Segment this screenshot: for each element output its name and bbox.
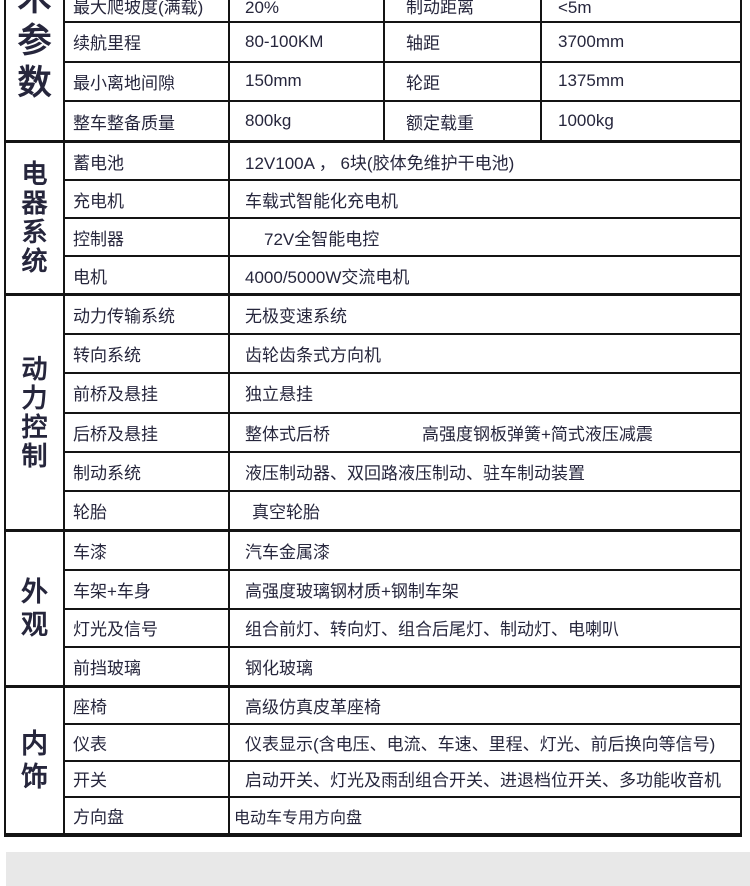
section-rows: 动力传输系统 无极变速系统 转向系统 齿轮齿条式方向机 前桥及悬挂 独立悬挂 后… xyxy=(65,296,740,530)
param-value: 组合前灯、转向灯、组合后尾灯、制动灯、电喇叭 xyxy=(245,620,619,640)
param-name: 整车整备质量 xyxy=(65,102,230,140)
param-name: 灯光及信号 xyxy=(65,609,230,647)
table-row: 车架+车身 高强度玻璃钢材质+钢制车架 xyxy=(65,568,740,608)
category-cell-electrical-system: 电器系统 xyxy=(6,143,65,293)
section-tech-params: 技术参数 最大爬坡度(满载) 20% 制动距离 <5m 续航里程 80-100K… xyxy=(6,0,740,140)
table-row: 前挡玻璃 钢化玻璃 xyxy=(65,646,740,685)
param-name: 车架+车身 xyxy=(65,570,230,608)
table-row: 轮胎 真空轮胎 xyxy=(65,489,740,530)
category-label: 动力控制 xyxy=(21,353,48,471)
param-value: <5m xyxy=(558,0,592,17)
param-value: 车载式智能化充电机 xyxy=(245,191,398,211)
param-name: 控制器 xyxy=(65,219,230,255)
param-value: 仪表显示(含电压、电流、车速、里程、灯光、前后换向等信号) xyxy=(245,734,716,754)
param-name: 制动距离 xyxy=(385,0,542,21)
param-name: 蓄电池 xyxy=(65,143,230,179)
table-row: 电机 4000/5000W交流电机 xyxy=(65,255,740,293)
param-value: 800kg xyxy=(230,102,385,140)
param-value: 3700mm xyxy=(558,31,625,51)
param-value-part2: 高强度钢板弹簧+简式液压减震 xyxy=(422,424,653,444)
param-value: 150mm xyxy=(230,62,385,101)
spec-table: 技术参数 最大爬坡度(满载) 20% 制动距离 <5m 续航里程 80-100K… xyxy=(4,0,742,837)
param-value: 无极变速系统 xyxy=(245,307,347,327)
param-name: 轮距 xyxy=(385,62,542,101)
param-name: 充电机 xyxy=(65,181,230,217)
category-cell-exterior: 外观 xyxy=(6,532,65,685)
param-value: 汽车金属漆 xyxy=(245,542,330,562)
param-name: 续航里程 xyxy=(65,22,230,61)
table-row: 最大爬坡度(满载) 20% 制动距离 <5m xyxy=(65,0,740,21)
section-rows: 车漆 汽车金属漆 车架+车身 高强度玻璃钢材质+钢制车架 灯光及信号 组合前灯、… xyxy=(65,532,740,685)
param-name: 制动系统 xyxy=(65,452,230,490)
param-name: 最大爬坡度(满载) xyxy=(65,0,230,21)
param-value: 20% xyxy=(230,0,385,21)
param-name: 转向系统 xyxy=(65,335,230,373)
param-name: 开关 xyxy=(65,761,230,797)
table-row: 整车整备质量 800kg 额定载重 1000kg xyxy=(65,100,740,140)
param-value-part1: 整体式后桥 xyxy=(245,424,330,444)
category-label: 内饰 xyxy=(20,728,48,792)
table-row: 续航里程 80-100KM 轴距 3700mm xyxy=(65,20,740,61)
category-label: 技术参数 xyxy=(17,0,52,102)
param-name: 后桥及悬挂 xyxy=(65,413,230,451)
param-value: 独立悬挂 xyxy=(245,385,313,405)
category-cell-tech-params: 技术参数 xyxy=(6,0,65,140)
section-power-control: 动力控制 动力传输系统 无极变速系统 转向系统 齿轮齿条式方向机 前桥及悬挂 独… xyxy=(6,293,740,530)
table-row: 动力传输系统 无极变速系统 xyxy=(65,296,740,334)
table-row: 方向盘 电动车专用方向盘 xyxy=(65,796,740,833)
section-rows: 座椅 高级仿真皮革座椅 仪表 仪表显示(含电压、电流、车速、里程、灯光、前后换向… xyxy=(65,688,740,833)
param-name: 车漆 xyxy=(65,532,230,569)
param-value: 高级仿真皮革座椅 xyxy=(245,697,381,717)
param-value: 真空轮胎 xyxy=(252,502,320,522)
table-row: 开关 启动开关、灯光及雨刮组合开关、进退档位开关、多功能收音机 xyxy=(65,759,740,797)
category-label: 电器系统 xyxy=(21,159,48,276)
param-name: 方向盘 xyxy=(65,798,230,833)
param-value: 1375mm xyxy=(558,71,625,91)
param-name: 前挡玻璃 xyxy=(65,648,230,685)
section-exterior: 外观 车漆 汽车金属漆 车架+车身 高强度玻璃钢材质+钢制车架 灯光及信号 组合… xyxy=(6,529,740,685)
param-value: 液压制动器、双回路液压制动、驻车制动装置 xyxy=(245,463,585,483)
param-value: 80-100KM xyxy=(230,22,385,61)
bottom-gray-band xyxy=(6,852,750,886)
section-rows: 最大爬坡度(满载) 20% 制动距离 <5m 续航里程 80-100KM 轴距 … xyxy=(65,0,740,140)
param-value: 1000kg xyxy=(558,111,614,131)
param-value: 电动车专用方向盘 xyxy=(234,809,363,827)
param-value: 高强度玻璃钢材质+钢制车架 xyxy=(245,581,459,601)
param-value: 齿轮齿条式方向机 xyxy=(245,346,381,366)
param-name: 前桥及悬挂 xyxy=(65,374,230,412)
table-row: 控制器 72V全智能电控 xyxy=(65,217,740,255)
table-row: 转向系统 齿轮齿条式方向机 xyxy=(65,333,740,373)
param-name: 座椅 xyxy=(65,688,230,723)
param-name: 最小离地间隙 xyxy=(65,62,230,101)
param-name: 轮胎 xyxy=(65,491,230,530)
table-row: 灯光及信号 组合前灯、转向灯、组合后尾灯、制动灯、电喇叭 xyxy=(65,607,740,647)
table-row: 蓄电池 12V100A ， 6块(胶体免维护干电池) xyxy=(65,143,740,179)
param-name: 动力传输系统 xyxy=(65,296,230,334)
table-row: 充电机 车载式智能化充电机 xyxy=(65,179,740,217)
category-cell-power-control: 动力控制 xyxy=(6,296,65,529)
section-rows: 蓄电池 12V100A ， 6块(胶体免维护干电池) 充电机 车载式智能化充电机… xyxy=(65,143,740,293)
category-cell-interior: 内饰 xyxy=(6,688,65,833)
table-row: 车漆 汽车金属漆 xyxy=(65,532,740,569)
section-interior: 内饰 座椅 高级仿真皮革座椅 仪表 仪表显示(含电压、电流、车速、里程、灯光、前… xyxy=(6,685,740,833)
param-value: 12V100A ， 6块(胶体免维护干电池) xyxy=(245,153,515,173)
table-row: 最小离地间隙 150mm 轮距 1375mm xyxy=(65,60,740,101)
param-name: 额定载重 xyxy=(385,102,542,140)
category-label: 外观 xyxy=(20,576,48,640)
table-row: 后桥及悬挂 整体式后桥 高强度钢板弹簧+简式液压减震 xyxy=(65,411,740,451)
table-row: 制动系统 液压制动器、双回路液压制动、驻车制动装置 xyxy=(65,450,740,490)
param-value: 72V全智能电控 xyxy=(264,229,380,249)
param-name: 轴距 xyxy=(385,22,542,61)
param-value: 启动开关、灯光及雨刮组合开关、进退档位开关、多功能收音机 xyxy=(245,771,721,791)
table-row: 前桥及悬挂 独立悬挂 xyxy=(65,372,740,412)
param-value: 钢化玻璃 xyxy=(245,659,313,679)
param-name: 电机 xyxy=(65,257,230,293)
param-value: 4000/5000W交流电机 xyxy=(245,267,410,287)
table-row: 座椅 高级仿真皮革座椅 xyxy=(65,688,740,723)
param-value: 整体式后桥 高强度钢板弹簧+简式液压减震 xyxy=(230,414,740,451)
table-row: 仪表 仪表显示(含电压、电流、车速、里程、灯光、前后换向等信号) xyxy=(65,722,740,760)
param-name: 仪表 xyxy=(65,724,230,760)
section-electrical-system: 电器系统 蓄电池 12V100A ， 6块(胶体免维护干电池) 充电机 车载式智… xyxy=(6,140,740,293)
